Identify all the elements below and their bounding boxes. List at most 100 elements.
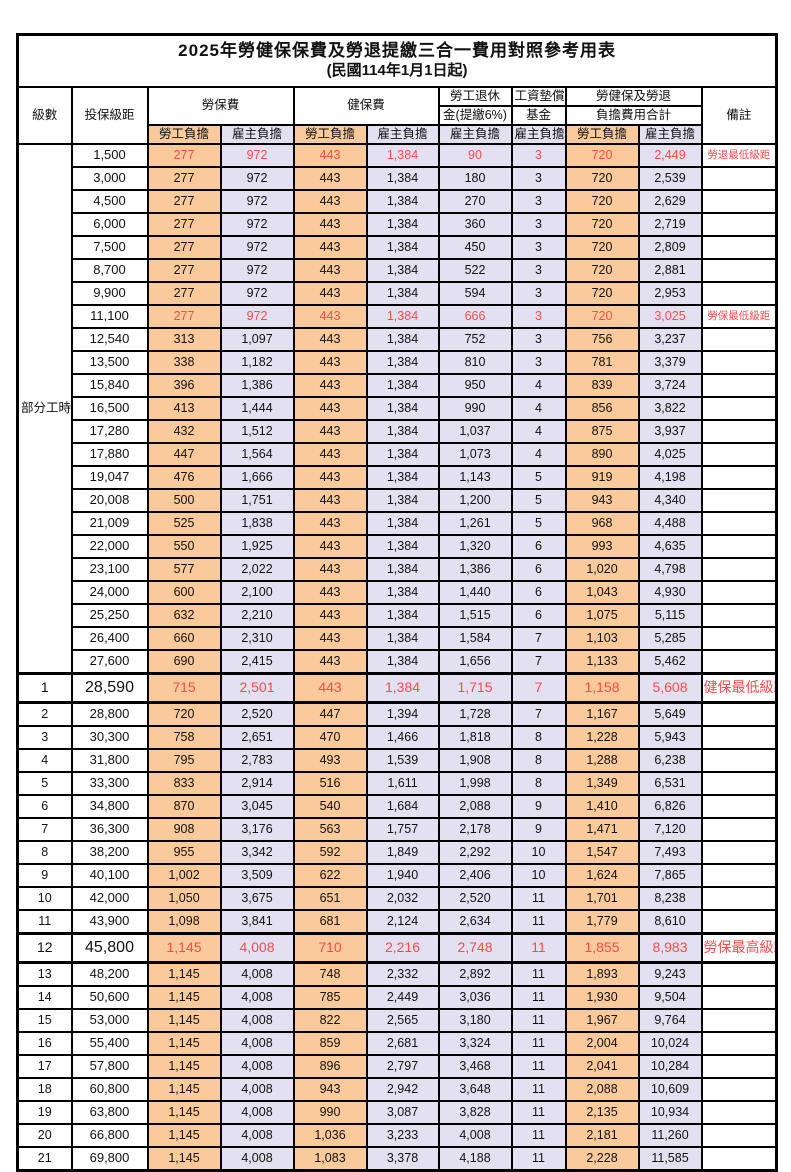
cell-health-self: 651 xyxy=(292,886,368,911)
cell-health-self: 443 xyxy=(292,189,368,214)
cell-total-employer: 2,539 xyxy=(637,166,703,191)
cell-pension-employer: 450 xyxy=(437,235,513,260)
col-header-pension-line1: 勞工退休 xyxy=(437,86,513,107)
cell-health-self: 443 xyxy=(292,580,368,605)
cell-total-employer: 3,724 xyxy=(637,373,703,398)
page-title: 2025年勞健保保費及勞退提繳三合一費用對照參考用表 xyxy=(178,41,616,60)
cell-labor-self: 277 xyxy=(146,212,222,237)
cell-total-employer: 10,284 xyxy=(637,1054,703,1079)
cell-labor-self: 277 xyxy=(146,281,222,306)
table-row: 6 34,800 870 3,045 540 1,684 2,088 9 1,410 6,826 xyxy=(16,794,778,819)
cell-labor-employer: 1,838 xyxy=(219,511,295,536)
subheader-labor-employer: 雇主負擔 xyxy=(219,124,295,145)
cell-health-self: 443 xyxy=(292,511,368,536)
cell-salary: 28,800 xyxy=(70,701,149,727)
cell-salary: 34,800 xyxy=(70,794,149,819)
cell-health-employer: 1,384 xyxy=(365,534,440,559)
table-row: 2 28,800 720 2,520 447 1,394 1,728 7 1,167 5,649 xyxy=(16,701,778,727)
cell-salary: 40,100 xyxy=(70,863,149,888)
cell-pension-employer: 1,656 xyxy=(437,649,513,675)
cell-pension-employer: 360 xyxy=(437,212,513,237)
cell-remark xyxy=(700,1146,778,1172)
cell-health-self: 443 xyxy=(292,327,368,352)
cell-labor-self: 795 xyxy=(146,748,222,773)
cell-remark xyxy=(700,350,778,375)
cell-labor-self: 432 xyxy=(146,419,222,444)
cell-labor-self: 833 xyxy=(146,771,222,796)
cell-total-employer: 5,462 xyxy=(637,649,703,675)
cell-total-employer: 4,930 xyxy=(637,580,703,605)
cell-labor-self: 1,145 xyxy=(146,932,222,964)
cell-health-employer: 2,942 xyxy=(365,1077,440,1102)
cell-level: 7 xyxy=(16,817,73,842)
cell-pension-employer: 2,892 xyxy=(437,961,513,987)
cell-labor-self: 1,145 xyxy=(146,1031,222,1056)
cell-remark xyxy=(700,1123,778,1148)
cell-total-self: 720 xyxy=(564,189,640,214)
cell-total-self: 1,158 xyxy=(564,672,640,704)
cell-labor-self: 720 xyxy=(146,701,222,727)
cell-salary: 69,800 xyxy=(70,1146,149,1172)
cell-level: 8 xyxy=(16,840,73,865)
cell-health-self: 470 xyxy=(292,725,368,750)
cell-labor-self: 758 xyxy=(146,725,222,750)
table-row: 20,008 500 1,751 443 1,384 1,200 5 943 4,340 xyxy=(18,488,778,513)
cell-salary: 42,000 xyxy=(70,886,149,911)
table-row: 18 60,800 1,145 4,008 943 2,942 3,648 11 2,088 10… xyxy=(16,1077,778,1102)
cell-wage-fund-employer: 4 xyxy=(510,396,567,421)
cell-health-self: 859 xyxy=(292,1031,368,1056)
table-row: 17,880 447 1,564 443 1,384 1,073 4 890 4,025 xyxy=(18,442,778,467)
cell-wage-fund-employer: 11 xyxy=(510,961,567,987)
cell-health-employer: 1,384 xyxy=(365,626,440,651)
cell-labor-self: 632 xyxy=(146,603,222,628)
cell-salary: 38,200 xyxy=(70,840,149,865)
cell-labor-self: 1,145 xyxy=(146,1100,222,1125)
cell-health-employer: 1,394 xyxy=(365,701,440,727)
cell-total-self: 1,893 xyxy=(564,961,640,987)
cell-labor-self: 338 xyxy=(146,350,222,375)
cell-health-employer: 1,384 xyxy=(365,442,440,467)
cell-remark xyxy=(700,603,778,628)
cell-remark xyxy=(700,580,778,605)
cell-salary: 13,500 xyxy=(70,350,149,375)
cell-total-self: 1,547 xyxy=(564,840,640,865)
cell-pension-employer: 950 xyxy=(437,373,513,398)
header-row-1: 級數 投保級距 勞保費 健保費 勞工退休 工資墊償 勞健保及勞退 備註 xyxy=(16,86,778,145)
cell-health-employer: 2,032 xyxy=(365,886,440,911)
cell-level: 5 xyxy=(16,771,73,796)
cell-pension-employer: 2,634 xyxy=(437,909,513,935)
cell-health-employer: 3,378 xyxy=(365,1146,440,1172)
cell-labor-employer: 1,386 xyxy=(219,373,295,398)
table-row: 20 66,800 1,145 4,008 1,036 3,233 4,008 11 2,181… xyxy=(16,1123,778,1148)
cell-labor-self: 1,098 xyxy=(146,909,222,935)
cell-wage-fund-employer: 7 xyxy=(510,701,567,727)
cell-labor-employer: 4,008 xyxy=(219,1146,295,1172)
cell-remark xyxy=(700,534,778,559)
cell-labor-employer: 972 xyxy=(219,189,295,214)
cell-labor-employer: 2,520 xyxy=(219,701,295,727)
cell-labor-self: 955 xyxy=(146,840,222,865)
cell-wage-fund-employer: 7 xyxy=(510,672,567,704)
cell-level: 4 xyxy=(16,748,73,773)
cell-remark: 健保最低級距 xyxy=(700,672,778,704)
cell-pension-employer: 3,180 xyxy=(437,1008,513,1033)
cell-total-employer: 8,983 xyxy=(637,932,703,964)
cell-pension-employer: 2,748 xyxy=(437,932,513,964)
cell-pension-employer: 3,324 xyxy=(437,1031,513,1056)
cell-health-employer: 1,384 xyxy=(365,166,440,191)
cell-total-self: 1,103 xyxy=(564,626,640,651)
table-row: 8 38,200 955 3,342 592 1,849 2,292 10 1,547 7,493 xyxy=(16,840,778,865)
cell-remark xyxy=(700,1054,778,1079)
cell-pension-employer: 2,178 xyxy=(437,817,513,842)
cell-remark xyxy=(700,794,778,819)
cell-pension-employer: 666 xyxy=(437,304,513,329)
cell-labor-self: 277 xyxy=(146,143,222,168)
cell-total-self: 1,967 xyxy=(564,1008,640,1033)
table-row: 1 28,590 715 2,501 443 1,384 1,715 7 1,158 5,608 健… xyxy=(16,672,778,704)
cell-pension-employer: 810 xyxy=(437,350,513,375)
cell-salary: 60,800 xyxy=(70,1077,149,1102)
cell-health-employer: 1,384 xyxy=(365,580,440,605)
cell-salary: 7,500 xyxy=(70,235,149,260)
cell-labor-self: 1,145 xyxy=(146,1123,222,1148)
cell-labor-employer: 3,509 xyxy=(219,863,295,888)
